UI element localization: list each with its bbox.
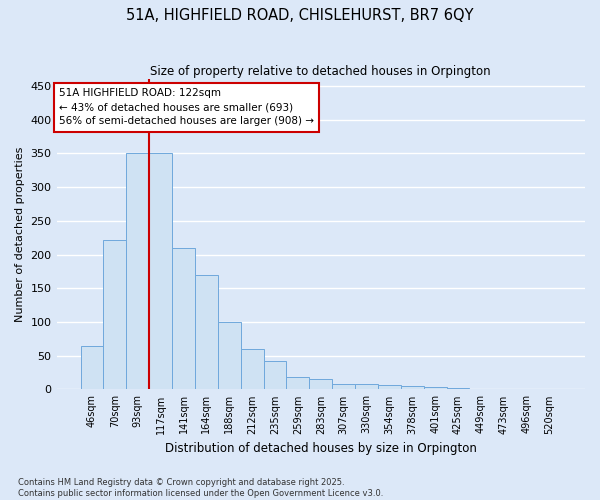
Y-axis label: Number of detached properties: Number of detached properties (15, 146, 25, 322)
Bar (310, 380, 332, 390)
X-axis label: Distribution of detached houses by size in Orpington: Distribution of detached houses by size … (165, 442, 477, 455)
Bar (332, 384, 355, 390)
Bar (195, 275, 218, 390)
Bar (286, 378, 310, 390)
Text: 51A, HIGHFIELD ROAD, CHISLEHURST, BR7 6QY: 51A, HIGHFIELD ROAD, CHISLEHURST, BR7 6Q… (126, 8, 474, 22)
Bar (355, 384, 378, 390)
Bar (424, 386, 446, 390)
Text: Contains HM Land Registry data © Crown copyright and database right 2025.
Contai: Contains HM Land Registry data © Crown c… (18, 478, 383, 498)
Bar (218, 322, 241, 390)
Bar (263, 361, 286, 390)
Bar (149, 154, 172, 390)
Bar (446, 388, 469, 390)
Title: Size of property relative to detached houses in Orpington: Size of property relative to detached ho… (151, 65, 491, 78)
Bar (538, 389, 561, 390)
Bar (80, 346, 103, 390)
Bar (241, 349, 263, 390)
Bar (401, 386, 424, 390)
Text: 51A HIGHFIELD ROAD: 122sqm
← 43% of detached houses are smaller (693)
56% of sem: 51A HIGHFIELD ROAD: 122sqm ← 43% of deta… (59, 88, 314, 126)
Bar (103, 240, 127, 390)
Bar (172, 248, 195, 390)
Bar (127, 154, 149, 390)
Bar (378, 386, 401, 390)
Bar (469, 389, 493, 390)
